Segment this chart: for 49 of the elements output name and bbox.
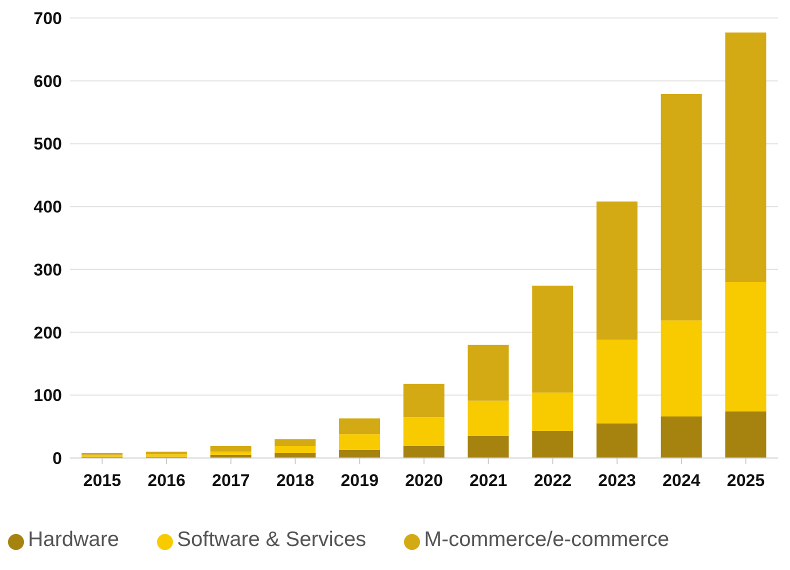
bar (274, 439, 316, 446)
bar (532, 286, 574, 393)
x-tick-label: 2025 (726, 471, 765, 490)
bar (339, 418, 380, 434)
x-tick-label: 2024 (662, 471, 701, 490)
bar (146, 454, 187, 457)
bar (210, 452, 252, 455)
y-tick-label: 500 (34, 134, 62, 154)
legend-label: M-commerce/e-commerce (424, 528, 670, 551)
y-tick-label: 0 (52, 449, 62, 468)
x-tick-label: 2021 (469, 471, 508, 490)
bar (274, 446, 316, 453)
x-tick-label: 2015 (83, 471, 122, 490)
bar (339, 450, 380, 458)
x-tick-label: 2020 (405, 471, 443, 490)
bar (596, 340, 638, 424)
bar (403, 446, 444, 458)
bar (403, 417, 444, 446)
bar (725, 282, 766, 412)
bar (468, 344, 509, 401)
legend-label: Hardware (28, 528, 120, 551)
x-tick-label: 2019 (340, 471, 379, 490)
x-tick-label: 2023 (598, 471, 636, 490)
y-tick-label: 100 (34, 386, 62, 406)
y-tick-label: 400 (34, 198, 62, 217)
bar (468, 400, 509, 436)
bar (660, 416, 702, 458)
x-tick-label: 2016 (148, 471, 186, 490)
bar (532, 392, 574, 431)
bar (660, 94, 702, 320)
bar (468, 436, 509, 458)
legend-label: Software & Services (177, 528, 366, 551)
bar (146, 452, 187, 454)
y-tick-label: 700 (34, 9, 62, 28)
bar (403, 384, 444, 418)
bar (339, 434, 380, 450)
bar (596, 202, 638, 340)
y-tick-label: 200 (34, 323, 62, 342)
bar (596, 423, 638, 458)
bar (532, 430, 574, 458)
bar (725, 411, 766, 458)
x-tick-label: 2018 (276, 471, 314, 490)
y-tick-label: 300 (34, 260, 62, 280)
bar (210, 446, 252, 452)
x-tick-label: 2022 (534, 471, 572, 490)
x-tick-label: 2017 (212, 471, 250, 490)
y-tick-label: 600 (34, 72, 62, 91)
bar (725, 32, 766, 282)
bar (660, 320, 702, 417)
